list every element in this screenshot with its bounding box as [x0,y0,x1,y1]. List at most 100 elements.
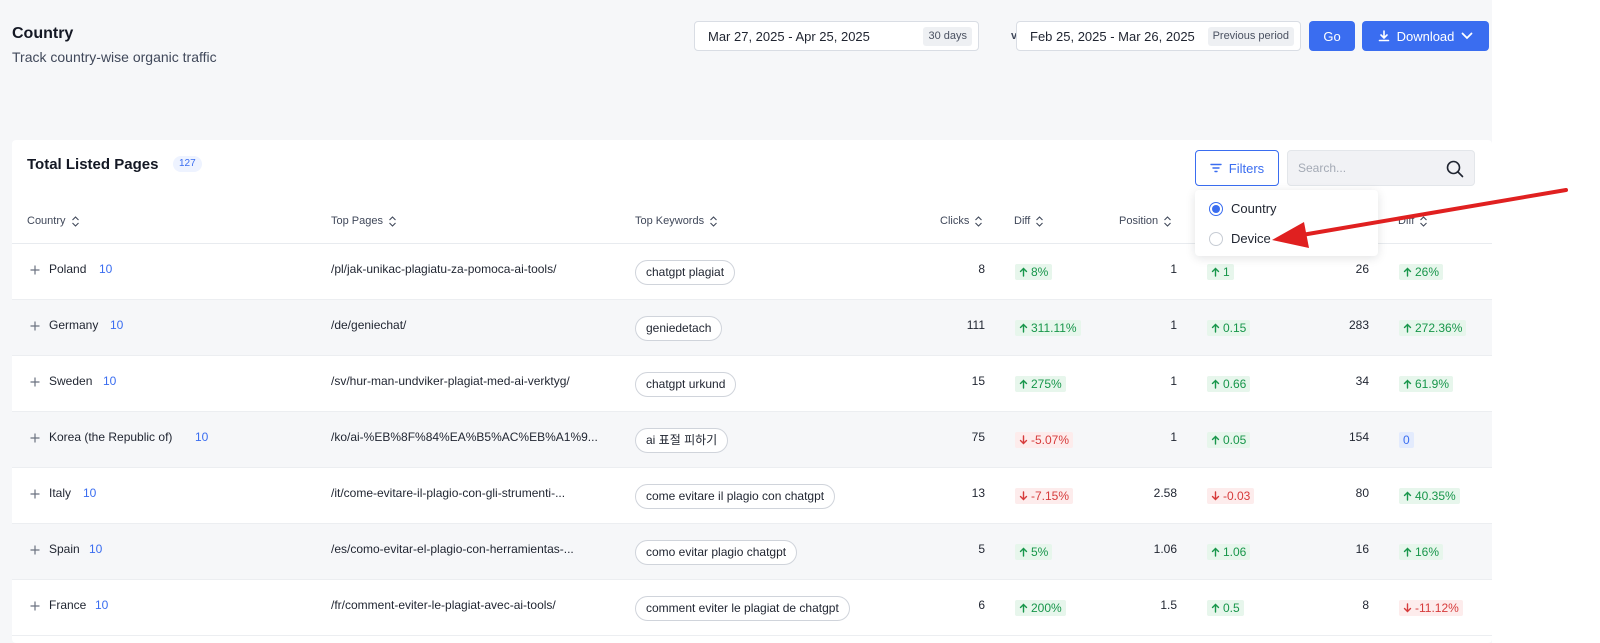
position-diff-badge: 0.5 [1207,600,1244,616]
current-date-range-text: Mar 27, 2025 - Apr 25, 2025 [708,28,870,44]
clicks-diff-value: -5.07% [1031,433,1070,447]
table-row[interactable]: Poland 10/pl/jak-unikac-plagiatu-za-pomoc… [12,244,1492,300]
expand-row-icon[interactable] [29,432,41,444]
top-page-link[interactable]: /fr/comment-eviter-le-plagiat-avec-ai-to… [331,598,556,612]
current-period-tag: 30 days [923,27,972,46]
position-diff-badge: 0.05 [1207,432,1251,448]
expand-row-icon[interactable] [29,376,41,388]
filter-option-country[interactable]: Country [1209,201,1277,216]
position-diff-value: 0.66 [1223,377,1247,391]
arrow-up-icon [1403,379,1412,389]
country-name: Sweden [49,374,93,388]
expand-row-icon[interactable] [29,264,41,276]
impressions-diff-value: 61.9% [1415,377,1450,391]
sort-icon [389,215,396,227]
country-page-count: 10 [103,374,117,388]
radio-unselected-icon[interactable] [1209,231,1223,246]
arrow-up-icon [1211,323,1220,333]
clicks-diff-badge: 275% [1015,376,1066,392]
search-icon[interactable] [1446,160,1464,178]
position-diff-value: 1.06 [1223,545,1247,559]
col-position[interactable]: Position [1119,215,1172,227]
clicks-diff-badge: 8% [1015,264,1053,280]
keyword-pill[interactable]: comment eviter le plagiat de chatgpt [635,596,850,621]
impressions-diff-value: 272.36% [1415,321,1463,335]
clicks-diff-value: 311.11% [1031,321,1077,335]
arrow-up-icon [1019,603,1028,613]
top-page-link[interactable]: /es/como-evitar-el-plagio-con-herramient… [331,542,574,556]
current-date-range-picker[interactable]: Mar 27, 2025 - Apr 25, 2025 30 days [694,21,979,51]
impressions-value: 34 [1355,374,1369,388]
table-row[interactable]: France 10/fr/comment-eviter-le-plagiat-av… [12,580,1492,636]
download-button[interactable]: Download [1362,21,1489,51]
impressions-diff-badge: -11.12% [1399,600,1463,616]
top-page-link[interactable]: /de/geniechat/ [331,318,407,332]
impressions-diff-badge: 16% [1399,544,1444,560]
impressions-diff-badge: 272.36% [1399,320,1467,336]
impressions-value: 154 [1348,430,1369,444]
position-value: 1 [1170,430,1177,444]
top-page-link[interactable]: /sv/hur-man-undviker-plagiat-med-ai-verk… [331,374,570,388]
filter-option-country-label: Country [1231,201,1277,216]
page-subtitle: Track country-wise organic traffic [12,49,217,65]
keyword-pill[interactable]: ai 표절 피하기 [635,428,729,453]
impressions-diff-badge: 26% [1399,264,1444,280]
col-country[interactable]: Country [27,215,80,227]
table-title: Total Listed Pages [27,156,159,173]
clicks-value: 6 [978,598,985,612]
position-diff-value: 1 [1223,265,1230,279]
clicks-diff-badge: 5% [1015,544,1053,560]
arrow-down-icon [1019,435,1028,445]
search-input[interactable] [1298,159,1438,177]
expand-row-icon[interactable] [29,600,41,612]
expand-row-icon[interactable] [29,320,41,332]
sort-icon [975,215,983,227]
go-button[interactable]: Go [1309,21,1355,51]
filter-icon [1210,163,1222,173]
table-row[interactable]: Korea (the Republic of) 10/ko/ai-%EB%8F%8… [12,412,1492,468]
table-row[interactable]: Italy 10/it/come-evitare-il-plagio-con-gl… [12,468,1492,524]
position-diff-badge: -0.03 [1207,488,1255,504]
table-row[interactable]: Spain 10/es/como-evitar-el-plagio-con-her… [12,524,1492,580]
keyword-pill[interactable]: como evitar plagio chatgpt [635,540,798,565]
table-row[interactable]: Sweden 10/sv/hur-man-undviker-plagiat-med… [12,356,1492,412]
keyword-pill[interactable]: geniedetach [635,316,723,341]
position-diff-badge: 0.66 [1207,376,1251,392]
arrow-down-icon [1403,603,1412,613]
position-diff-value: -0.03 [1223,489,1251,503]
clicks-value: 75 [971,430,985,444]
arrow-up-icon [1403,323,1412,333]
search-box [1287,150,1475,186]
clicks-value: 111 [966,318,985,332]
top-page-link[interactable]: /pl/jak-unikac-plagiatu-za-pomoca-ai-too… [331,262,557,276]
top-page-link[interactable]: /ko/ai-%EB%8F%84%EA%B5%AC%EB%A1%9... [331,430,598,444]
col-top-pages[interactable]: Top Pages [331,215,397,227]
previous-date-range-picker[interactable]: Feb 25, 2025 - Mar 26, 2025 Previous per… [1016,21,1301,51]
clicks-diff-value: 200% [1031,601,1062,615]
filters-button[interactable]: Filters [1195,150,1279,186]
impressions-value: 16 [1355,542,1369,556]
position-diff-value: 0.5 [1223,601,1240,615]
arrow-up-icon [1211,435,1220,445]
position-value: 1 [1170,318,1177,332]
col-clicks[interactable]: Clicks [940,215,983,227]
pages-count-badge: 127 [173,156,202,172]
expand-row-icon[interactable] [29,488,41,500]
col-clicks-diff[interactable]: Diff [1014,215,1044,227]
col-clicks-label: Clicks [940,215,970,227]
expand-row-icon[interactable] [29,544,41,556]
col-top-keywords[interactable]: Top Keywords [635,215,718,227]
filter-option-device[interactable]: Device [1209,231,1271,246]
keyword-pill[interactable]: chatgpt urkund [635,372,737,397]
table-row[interactable]: Germany 10/de/geniechat/geniedetach 111 311… [12,300,1492,356]
country-page-count: 10 [99,262,113,276]
keyword-pill[interactable]: chatgpt plagiat [635,260,736,285]
keyword-pill[interactable]: come evitare il plagio con chatgpt [635,484,836,509]
clicks-value: 5 [978,542,985,556]
col-imp-diff[interactable]: Diff [1398,215,1428,227]
country-page-count: 10 [83,486,97,500]
radio-selected-icon[interactable] [1209,201,1223,216]
previous-period-tag: Previous period [1207,27,1294,46]
col-clicks-diff-label: Diff [1014,215,1031,227]
top-page-link[interactable]: /it/come-evitare-il-plagio-con-gli-strum… [331,486,566,500]
